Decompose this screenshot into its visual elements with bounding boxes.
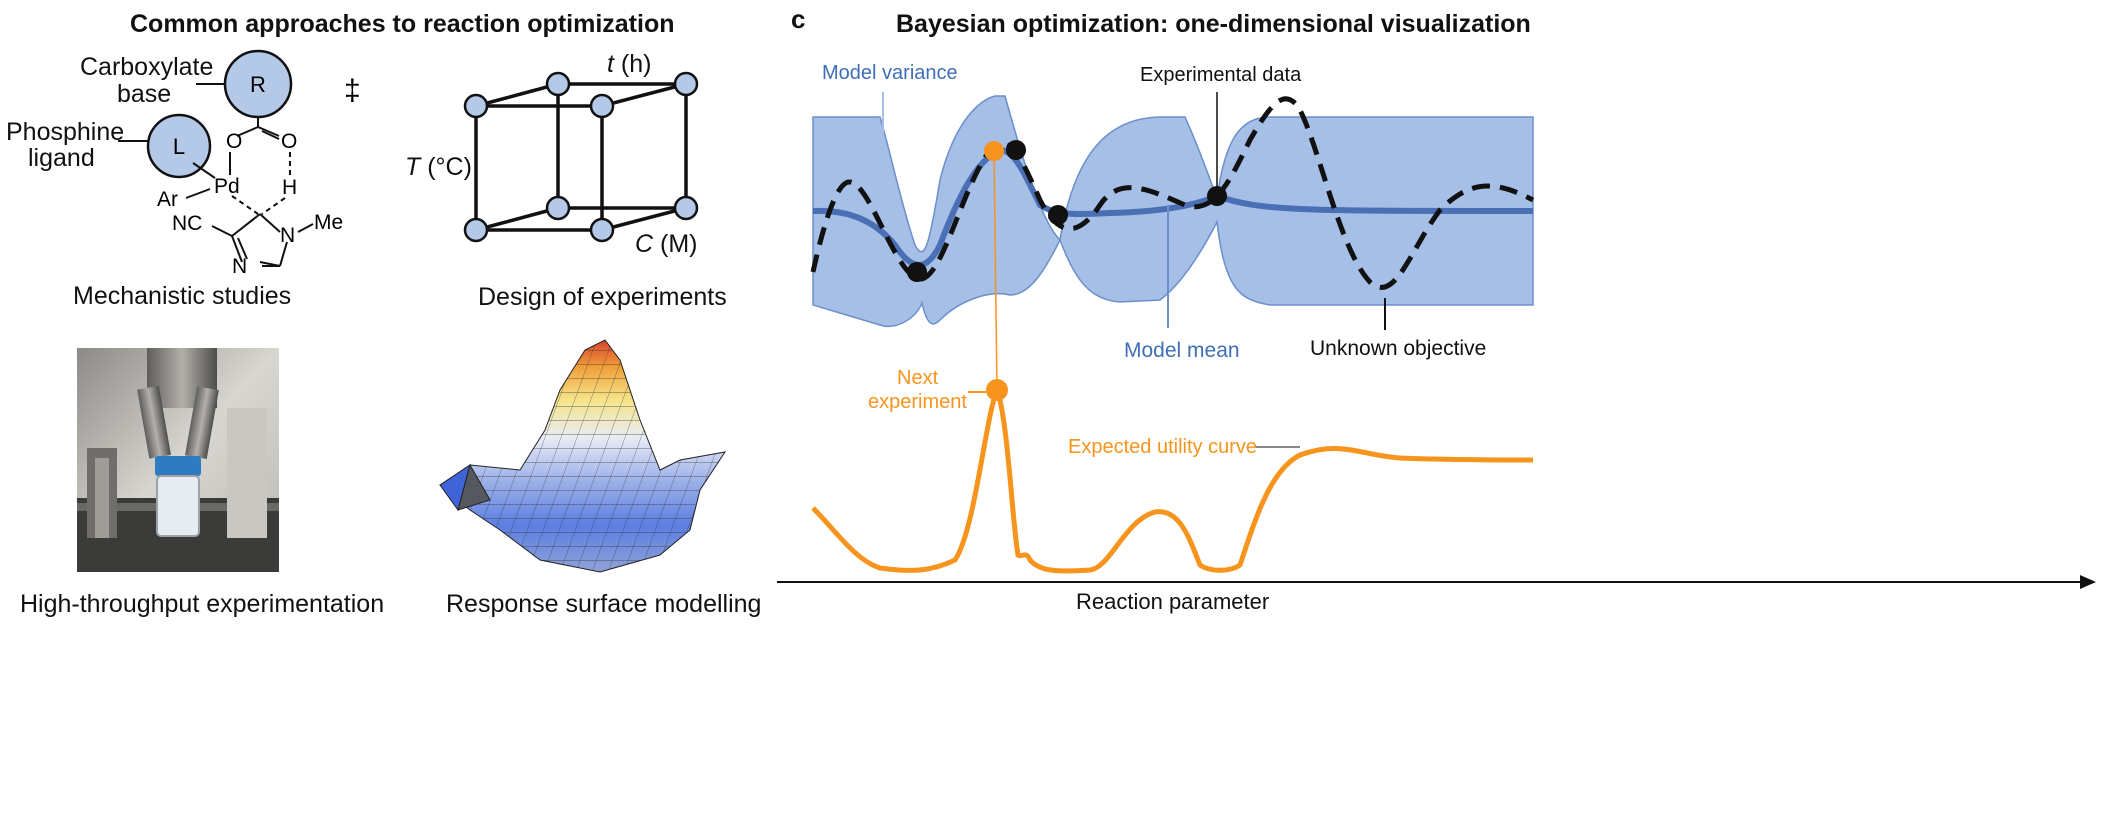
carboxylate-label-2: base [117,80,172,108]
phosphine-label-1: Phosphine [6,118,125,146]
hte-caption: High-throughput experimentation [20,590,385,618]
transition-state-symbol: ‡ [344,74,361,107]
unknown-objective-label: Unknown objective [1310,337,1487,360]
carboxylate-label-1: Carboxylate [80,53,214,81]
experimental-points [907,140,1227,282]
mechanistic-caption: Mechanistic studies [73,282,292,310]
experimental-data-label: Experimental data [1140,64,1302,86]
next-experiment-label-2: experiment [868,391,967,413]
mechanism-diagram: R L O O H Pd Ar N N Me NC ‡ [118,49,361,278]
model-mean-label: Model mean [1124,339,1240,362]
ligand-circle [146,113,212,179]
expected-utility-curve [811,382,1534,574]
o-right: O [281,130,297,153]
x-axis-arrow [2080,575,2096,589]
hte-photo [77,348,279,572]
left-title: Common approaches to reaction optimizati… [130,10,675,38]
n-ring-bottom: N [232,255,247,278]
phosphine-label-2: ligand [28,144,95,172]
next-experiment-point-top [984,141,1004,161]
model-variance-label: Model variance [822,62,958,84]
doe-axis-C: C (M) [635,230,698,258]
next-experiment-label-1: Next [897,367,939,389]
ar-label: Ar [157,188,178,211]
n-ring-top: N [280,224,295,247]
nc-label: NC [172,212,202,235]
doe-axis-T: T (°C) [405,153,472,181]
h-label: H [282,176,297,199]
o-left: O [226,130,242,153]
doe-axis-t: t (h) [607,50,652,78]
expected-utility-label: Expected utility curve [1068,436,1257,458]
rsm-caption: Response surface modelling [446,590,762,618]
doe-cube [463,71,699,243]
me-label: Me [314,211,343,234]
right-title: Bayesian optimization: one-dimensional v… [896,10,1531,38]
bayesian-plot [777,92,2096,589]
l-label: L [173,134,185,159]
x-axis-label: Reaction parameter [1076,589,1270,614]
r-label: R [250,72,266,97]
panel-letter: c [791,4,806,34]
pd-label: Pd [214,175,240,198]
doe-caption: Design of experiments [478,283,727,311]
response-surface [439,339,727,573]
